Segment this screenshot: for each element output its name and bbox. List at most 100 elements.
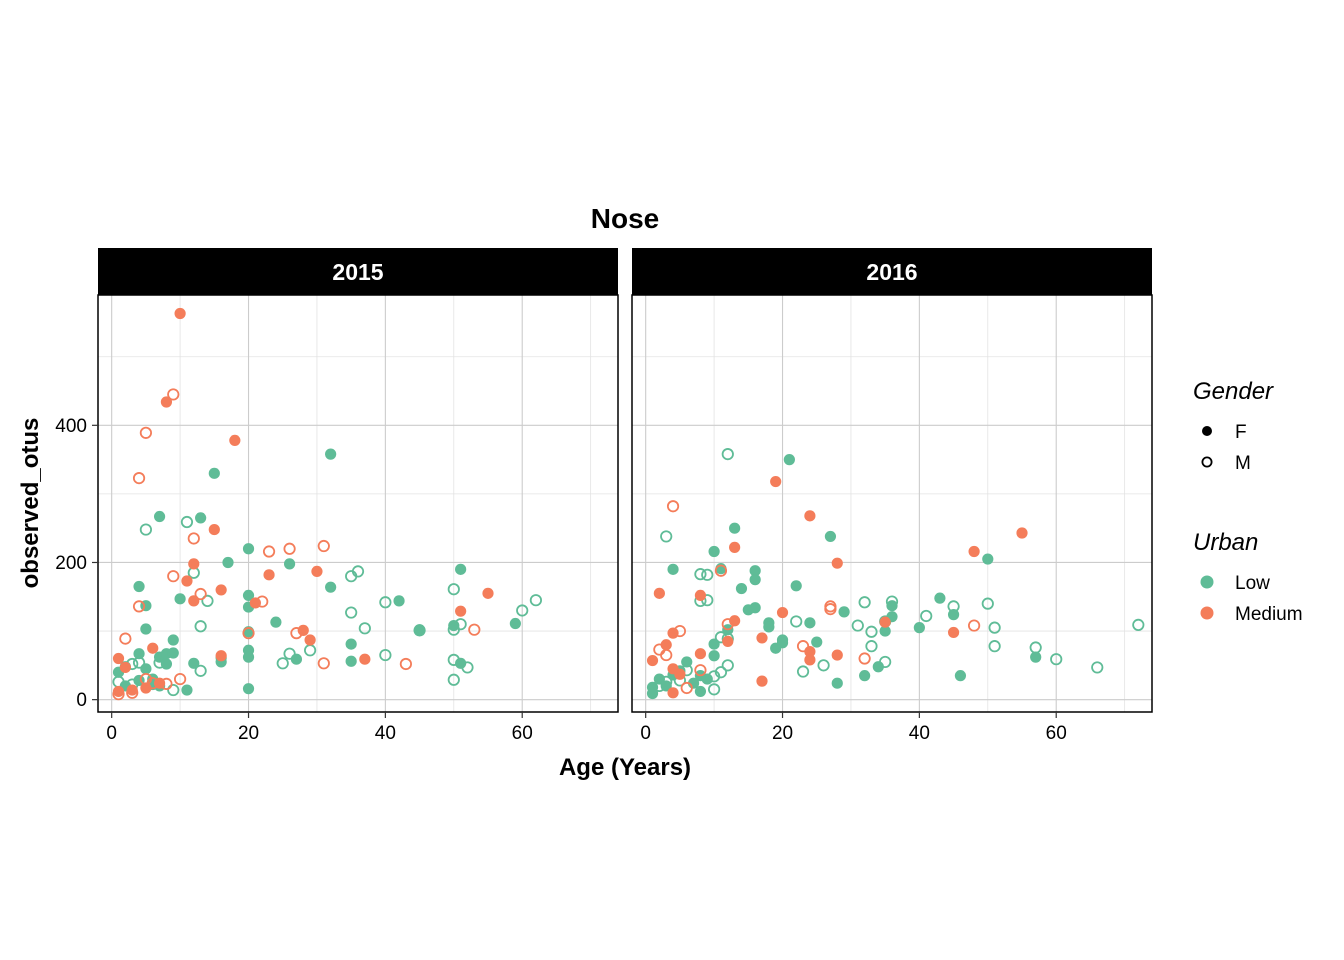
data-point bbox=[749, 565, 761, 577]
data-point bbox=[263, 569, 275, 581]
data-point bbox=[283, 647, 296, 660]
data-point bbox=[714, 666, 728, 679]
data-point bbox=[413, 624, 426, 637]
data-point bbox=[242, 683, 255, 695]
data-point bbox=[181, 575, 193, 587]
data-point bbox=[153, 510, 166, 523]
data-point bbox=[133, 648, 145, 660]
data-point bbox=[112, 688, 125, 701]
data-point bbox=[454, 618, 467, 631]
data-point bbox=[851, 619, 864, 632]
data-point bbox=[201, 594, 214, 607]
data-point bbox=[1050, 653, 1063, 666]
data-point bbox=[256, 595, 269, 608]
data-point bbox=[666, 500, 680, 513]
data-point bbox=[311, 565, 323, 577]
data-point bbox=[879, 625, 891, 637]
data-point bbox=[317, 539, 330, 553]
x-axis-2015: 0 20 40 60 bbox=[106, 712, 533, 744]
strip-label-2015: 2015 bbox=[332, 259, 383, 285]
data-point bbox=[194, 664, 207, 677]
panel-points-2016 bbox=[646, 448, 1145, 700]
panel-points-2015 bbox=[112, 307, 542, 701]
data-point bbox=[174, 672, 187, 686]
data-point bbox=[242, 543, 255, 555]
data-point bbox=[188, 657, 200, 669]
data-point bbox=[351, 565, 365, 578]
x-tick-label: 20 bbox=[238, 723, 259, 744]
data-point bbox=[701, 568, 714, 581]
data-point bbox=[379, 648, 392, 662]
data-point bbox=[304, 634, 316, 646]
x-tick-label: 20 bbox=[772, 723, 793, 744]
x-tick-label: 0 bbox=[640, 723, 651, 744]
data-point bbox=[660, 648, 673, 662]
data-point bbox=[646, 654, 659, 667]
data-point bbox=[1091, 661, 1104, 674]
data-point bbox=[694, 589, 707, 602]
data-point bbox=[824, 603, 837, 616]
data-point bbox=[708, 545, 720, 558]
data-point bbox=[858, 652, 871, 665]
data-point bbox=[290, 653, 303, 665]
data-point bbox=[147, 642, 159, 654]
y-axis-label: observed_otus bbox=[17, 418, 44, 589]
legend-key-low bbox=[1200, 575, 1214, 589]
y-tick-label: 200 bbox=[55, 553, 87, 574]
data-point bbox=[708, 638, 720, 650]
data-point bbox=[379, 596, 392, 609]
data-point bbox=[242, 589, 255, 602]
x-tick-label: 40 bbox=[375, 723, 396, 744]
data-point bbox=[174, 307, 186, 320]
x-axis-2016: 0 20 40 60 bbox=[640, 712, 1067, 744]
data-point bbox=[208, 467, 220, 479]
data-point bbox=[770, 475, 782, 488]
data-point bbox=[947, 609, 960, 621]
data-point bbox=[721, 448, 734, 461]
data-point bbox=[831, 557, 843, 569]
data-point bbox=[317, 657, 330, 670]
data-point bbox=[694, 648, 707, 660]
data-point bbox=[776, 637, 789, 649]
data-point bbox=[879, 616, 891, 628]
data-point bbox=[879, 655, 892, 669]
data-point bbox=[714, 564, 728, 577]
data-point bbox=[680, 681, 693, 695]
data-point bbox=[646, 687, 659, 700]
x-tick-label: 60 bbox=[1046, 723, 1067, 744]
data-point bbox=[345, 655, 357, 667]
data-point bbox=[112, 652, 125, 665]
data-point bbox=[729, 522, 741, 534]
data-point bbox=[790, 615, 803, 628]
legend-key-m bbox=[1201, 456, 1213, 468]
data-point bbox=[920, 609, 933, 623]
data-point bbox=[838, 606, 850, 618]
data-point bbox=[749, 574, 761, 586]
chart-title: Nose bbox=[591, 203, 659, 234]
data-point bbox=[653, 673, 665, 685]
legend-title: Gender bbox=[1193, 378, 1274, 405]
data-point bbox=[283, 558, 296, 570]
data-point bbox=[749, 602, 761, 614]
data-point bbox=[934, 592, 946, 604]
data-point bbox=[947, 626, 960, 639]
data-point bbox=[858, 596, 871, 609]
data-point bbox=[796, 665, 810, 678]
data-point bbox=[694, 685, 707, 698]
data-point bbox=[1030, 651, 1042, 663]
data-point bbox=[126, 684, 138, 696]
data-point bbox=[667, 627, 679, 639]
data-point bbox=[140, 623, 152, 635]
data-point bbox=[859, 670, 871, 682]
data-point bbox=[167, 388, 180, 401]
data-point bbox=[722, 635, 734, 647]
legend-label: F bbox=[1235, 422, 1247, 443]
panel-2016: 2016 0 20 40 60 bbox=[631, 248, 1153, 744]
data-point bbox=[1132, 618, 1145, 631]
data-point bbox=[701, 673, 713, 685]
data-point bbox=[132, 600, 146, 613]
data-point bbox=[509, 617, 521, 630]
data-point bbox=[167, 647, 179, 659]
y-tick-label: 0 bbox=[76, 690, 87, 711]
